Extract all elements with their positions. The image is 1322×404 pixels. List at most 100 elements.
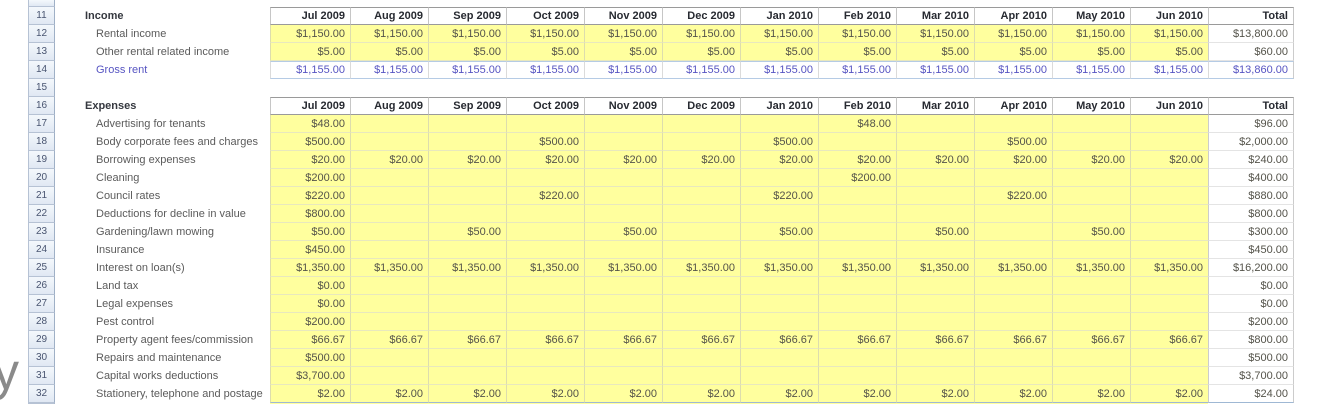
cell[interactable] bbox=[584, 187, 662, 205]
cell[interactable]: $1,150.00 bbox=[1130, 25, 1208, 43]
cell[interactable]: $1,350.00 bbox=[1130, 259, 1208, 277]
row-number[interactable]: 19 bbox=[28, 151, 55, 169]
cell[interactable]: $66.67 bbox=[818, 331, 896, 349]
cell[interactable]: $1,350.00 bbox=[506, 259, 584, 277]
cell[interactable] bbox=[740, 115, 818, 133]
cell[interactable] bbox=[350, 277, 428, 295]
row-number[interactable]: 25 bbox=[28, 259, 55, 277]
column-header-cell[interactable]: Nov 2009 bbox=[584, 97, 662, 115]
cell[interactable]: $66.67 bbox=[270, 331, 350, 349]
cell[interactable]: $20.00 bbox=[740, 151, 818, 169]
column-header-cell[interactable]: Jun 2010 bbox=[1130, 97, 1208, 115]
cell[interactable] bbox=[506, 205, 584, 223]
total-cell[interactable]: $800.00 bbox=[1208, 331, 1294, 349]
column-header-cell[interactable]: Aug 2009 bbox=[350, 97, 428, 115]
cell[interactable]: $5.00 bbox=[506, 43, 584, 61]
cell[interactable] bbox=[1130, 115, 1208, 133]
column-header-cell[interactable]: Oct 2009 bbox=[506, 7, 584, 25]
cell[interactable] bbox=[974, 349, 1052, 367]
cell[interactable] bbox=[740, 295, 818, 313]
cell[interactable] bbox=[506, 349, 584, 367]
cell[interactable] bbox=[584, 133, 662, 151]
cell[interactable] bbox=[350, 349, 428, 367]
cell[interactable]: $2.00 bbox=[1052, 385, 1130, 403]
row-number[interactable]: 18 bbox=[28, 133, 55, 151]
cell[interactable]: $220.00 bbox=[506, 187, 584, 205]
cell[interactable]: $1,150.00 bbox=[584, 25, 662, 43]
cell[interactable] bbox=[662, 223, 740, 241]
cell[interactable] bbox=[1130, 223, 1208, 241]
cell[interactable]: $66.67 bbox=[1130, 331, 1208, 349]
cell[interactable]: $50.00 bbox=[428, 223, 506, 241]
total-cell[interactable]: $800.00 bbox=[1208, 205, 1294, 223]
cell[interactable] bbox=[1052, 349, 1130, 367]
cell[interactable]: $3,700.00 bbox=[270, 367, 350, 385]
cell[interactable]: $1,150.00 bbox=[428, 25, 506, 43]
cell[interactable] bbox=[818, 187, 896, 205]
column-header-cell[interactable]: Dec 2009 bbox=[662, 97, 740, 115]
cell[interactable]: $2.00 bbox=[974, 385, 1052, 403]
cell[interactable] bbox=[584, 169, 662, 187]
cell[interactable] bbox=[350, 223, 428, 241]
cell[interactable]: $50.00 bbox=[740, 223, 818, 241]
row-label-cell[interactable]: Rental income bbox=[96, 28, 167, 40]
column-header-cell[interactable]: Aug 2009 bbox=[350, 7, 428, 25]
cell[interactable] bbox=[506, 295, 584, 313]
cell[interactable] bbox=[506, 277, 584, 295]
cell[interactable] bbox=[896, 295, 974, 313]
cell[interactable]: $1,150.00 bbox=[896, 25, 974, 43]
cell[interactable] bbox=[1130, 295, 1208, 313]
total-cell[interactable]: $0.00 bbox=[1208, 295, 1294, 313]
cell[interactable] bbox=[740, 205, 818, 223]
cell[interactable]: $1,150.00 bbox=[818, 25, 896, 43]
cell[interactable]: $20.00 bbox=[662, 151, 740, 169]
cell[interactable] bbox=[740, 367, 818, 385]
row-number[interactable]: 27 bbox=[28, 295, 55, 313]
row-label-cell[interactable]: Insurance bbox=[96, 244, 145, 256]
cell[interactable]: $50.00 bbox=[1052, 223, 1130, 241]
cell[interactable] bbox=[428, 187, 506, 205]
cell[interactable] bbox=[584, 205, 662, 223]
cell[interactable] bbox=[818, 349, 896, 367]
column-header-cell[interactable]: Nov 2009 bbox=[584, 7, 662, 25]
cell[interactable]: $1,155.00 bbox=[584, 61, 662, 79]
row-number[interactable] bbox=[28, 0, 55, 7]
cell[interactable] bbox=[1052, 115, 1130, 133]
cell[interactable] bbox=[740, 313, 818, 331]
cell[interactable]: $5.00 bbox=[818, 43, 896, 61]
cell[interactable] bbox=[662, 187, 740, 205]
cell[interactable] bbox=[896, 313, 974, 331]
cell[interactable]: $1,350.00 bbox=[350, 259, 428, 277]
cell[interactable] bbox=[1130, 205, 1208, 223]
row-label-cell[interactable]: Body corporate fees and charges bbox=[96, 136, 259, 148]
cell[interactable] bbox=[662, 133, 740, 151]
cell[interactable] bbox=[740, 241, 818, 259]
cell[interactable] bbox=[1130, 133, 1208, 151]
cell[interactable]: $1,350.00 bbox=[584, 259, 662, 277]
cell[interactable]: $66.67 bbox=[506, 331, 584, 349]
cell[interactable]: $2.00 bbox=[740, 385, 818, 403]
cell[interactable]: $1,350.00 bbox=[974, 259, 1052, 277]
cell[interactable] bbox=[1052, 313, 1130, 331]
cell[interactable] bbox=[818, 277, 896, 295]
column-header-cell[interactable]: Mar 2010 bbox=[896, 7, 974, 25]
cell[interactable] bbox=[428, 115, 506, 133]
cell[interactable] bbox=[428, 349, 506, 367]
cell[interactable] bbox=[428, 295, 506, 313]
row-number[interactable]: 15 bbox=[28, 79, 55, 97]
cell[interactable] bbox=[896, 133, 974, 151]
cell[interactable] bbox=[1052, 133, 1130, 151]
cell[interactable] bbox=[896, 187, 974, 205]
total-cell[interactable]: $24.00 bbox=[1208, 385, 1294, 403]
total-cell[interactable]: $450.00 bbox=[1208, 241, 1294, 259]
row-number[interactable]: 20 bbox=[28, 169, 55, 187]
cell[interactable] bbox=[662, 115, 740, 133]
cell[interactable]: $66.67 bbox=[662, 331, 740, 349]
column-header-cell[interactable]: Mar 2010 bbox=[896, 97, 974, 115]
cell[interactable] bbox=[818, 241, 896, 259]
total-cell[interactable]: $13,860.00 bbox=[1208, 61, 1294, 79]
cell[interactable] bbox=[662, 313, 740, 331]
column-header-cell[interactable]: Sep 2009 bbox=[428, 7, 506, 25]
cell[interactable] bbox=[662, 169, 740, 187]
cell[interactable]: $1,150.00 bbox=[740, 25, 818, 43]
